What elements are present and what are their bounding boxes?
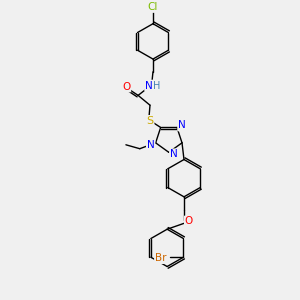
Text: O: O (122, 82, 130, 92)
Text: S: S (146, 116, 154, 126)
Text: N: N (178, 121, 186, 130)
Text: N: N (147, 140, 154, 150)
Text: H: H (153, 81, 161, 91)
Text: Cl: Cl (148, 2, 158, 12)
Text: Br: Br (155, 253, 167, 263)
Text: N: N (145, 81, 153, 91)
Text: N: N (170, 149, 178, 159)
Text: O: O (185, 216, 193, 226)
